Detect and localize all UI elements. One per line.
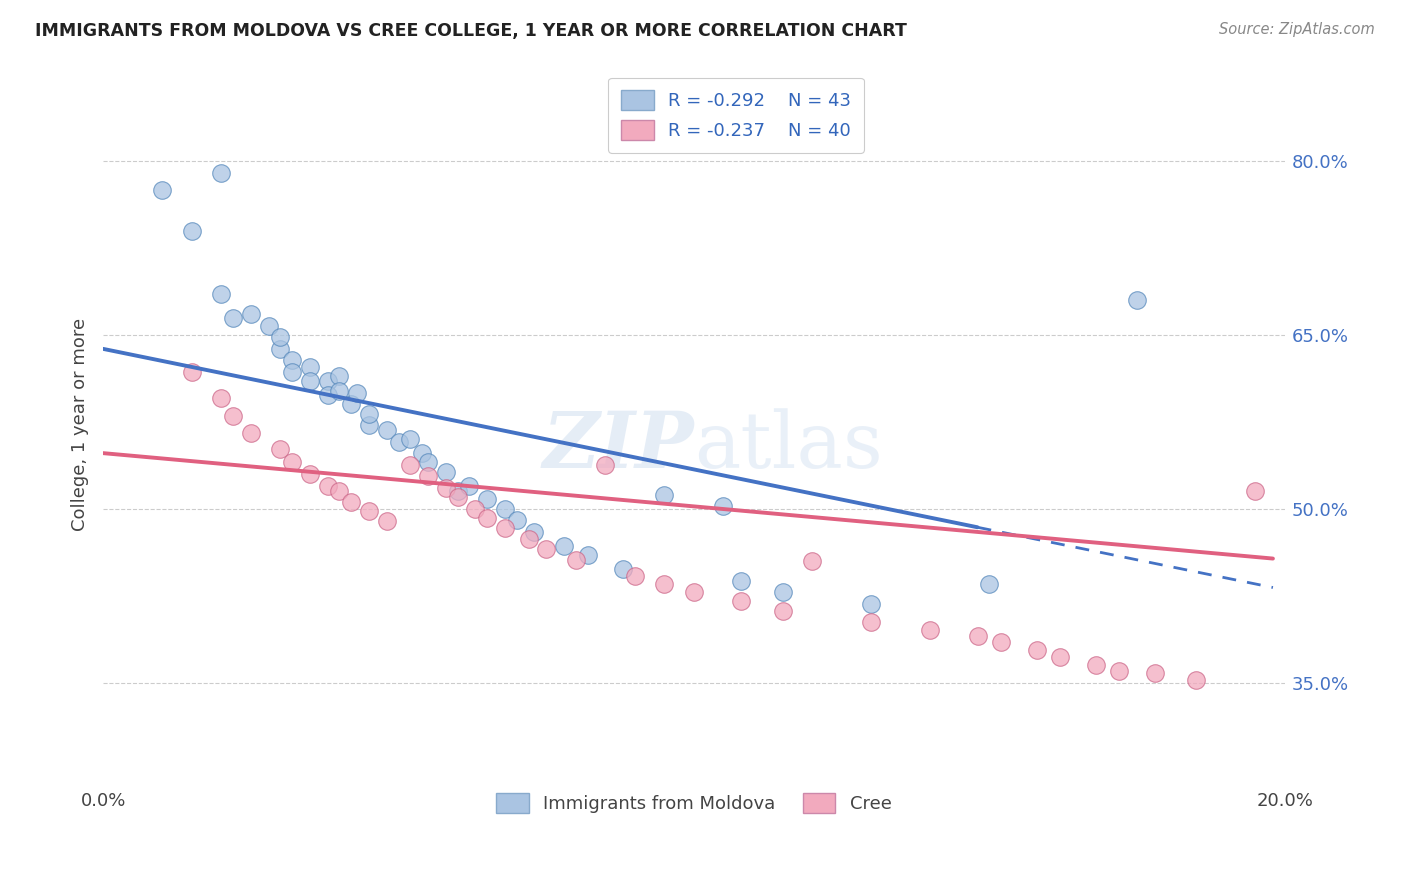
Point bbox=[464, 501, 486, 516]
Point bbox=[1185, 673, 1208, 688]
Point bbox=[494, 521, 516, 535]
Point bbox=[281, 353, 304, 368]
Point bbox=[375, 423, 398, 437]
Point bbox=[150, 183, 173, 197]
Point bbox=[612, 562, 634, 576]
Point bbox=[1084, 658, 1107, 673]
Point bbox=[475, 492, 498, 507]
Point bbox=[990, 635, 1012, 649]
Point bbox=[399, 458, 422, 472]
Point bbox=[239, 307, 262, 321]
Text: IMMIGRANTS FROM MOLDOVA VS CREE COLLEGE, 1 YEAR OR MORE CORRELATION CHART: IMMIGRANTS FROM MOLDOVA VS CREE COLLEGE,… bbox=[35, 22, 907, 40]
Point bbox=[505, 513, 527, 527]
Point bbox=[730, 574, 752, 588]
Point bbox=[209, 166, 232, 180]
Point bbox=[180, 224, 202, 238]
Point bbox=[494, 501, 516, 516]
Point bbox=[222, 409, 245, 423]
Point bbox=[979, 577, 1001, 591]
Point bbox=[772, 604, 794, 618]
Point bbox=[860, 615, 883, 630]
Point bbox=[298, 374, 321, 388]
Point bbox=[475, 511, 498, 525]
Point bbox=[1143, 666, 1166, 681]
Point bbox=[517, 532, 540, 546]
Point bbox=[416, 469, 439, 483]
Point bbox=[801, 554, 824, 568]
Y-axis label: College, 1 year or more: College, 1 year or more bbox=[72, 318, 89, 532]
Point bbox=[328, 368, 350, 383]
Point bbox=[920, 624, 942, 638]
Point bbox=[281, 455, 304, 469]
Point bbox=[624, 569, 647, 583]
Point bbox=[434, 465, 457, 479]
Point bbox=[434, 481, 457, 495]
Point bbox=[340, 495, 363, 509]
Point bbox=[458, 478, 481, 492]
Point bbox=[565, 552, 588, 566]
Legend: Immigrants from Moldova, Cree: Immigrants from Moldova, Cree bbox=[484, 780, 904, 825]
Point bbox=[595, 458, 617, 472]
Point bbox=[257, 318, 280, 333]
Point bbox=[446, 490, 468, 504]
Point bbox=[316, 478, 339, 492]
Point bbox=[328, 484, 350, 499]
Point bbox=[1126, 293, 1149, 308]
Point bbox=[553, 539, 575, 553]
Point bbox=[683, 585, 706, 599]
Point bbox=[399, 432, 422, 446]
Point bbox=[860, 597, 883, 611]
Point bbox=[1049, 650, 1071, 665]
Point bbox=[576, 548, 599, 562]
Text: ZIP: ZIP bbox=[543, 408, 695, 484]
Point bbox=[180, 365, 202, 379]
Point bbox=[222, 310, 245, 325]
Point bbox=[713, 500, 735, 514]
Point bbox=[523, 524, 546, 539]
Point bbox=[269, 330, 291, 344]
Point bbox=[298, 467, 321, 481]
Point bbox=[281, 365, 304, 379]
Point bbox=[387, 434, 409, 449]
Point bbox=[209, 391, 232, 405]
Point bbox=[239, 426, 262, 441]
Point bbox=[346, 385, 368, 400]
Point bbox=[340, 397, 363, 411]
Text: Source: ZipAtlas.com: Source: ZipAtlas.com bbox=[1219, 22, 1375, 37]
Point bbox=[209, 287, 232, 301]
Point bbox=[966, 629, 988, 643]
Point bbox=[298, 360, 321, 375]
Point bbox=[772, 585, 794, 599]
Point bbox=[269, 342, 291, 356]
Point bbox=[654, 488, 676, 502]
Point bbox=[328, 384, 350, 398]
Point bbox=[269, 442, 291, 456]
Point bbox=[1108, 664, 1130, 678]
Point bbox=[1025, 643, 1047, 657]
Point bbox=[316, 374, 339, 388]
Point bbox=[411, 446, 433, 460]
Point bbox=[730, 594, 752, 608]
Point bbox=[654, 577, 676, 591]
Point bbox=[357, 504, 380, 518]
Point bbox=[357, 418, 380, 433]
Text: atlas: atlas bbox=[695, 409, 883, 484]
Point bbox=[446, 484, 468, 499]
Point bbox=[536, 542, 558, 557]
Point bbox=[357, 407, 380, 421]
Point bbox=[416, 455, 439, 469]
Point bbox=[1244, 484, 1267, 499]
Point bbox=[316, 388, 339, 402]
Point bbox=[375, 515, 398, 529]
